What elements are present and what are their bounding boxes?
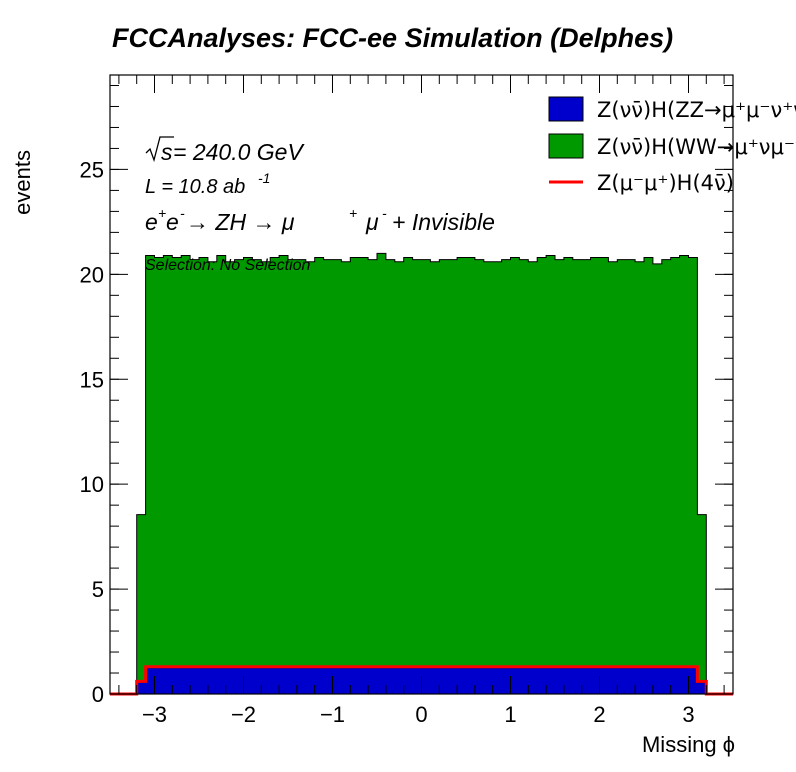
series-ww-area	[110, 252, 733, 695]
x-tick-label: 1	[504, 702, 516, 727]
legend-swatch-zz	[548, 96, 584, 122]
x-tick-label: 2	[593, 702, 605, 727]
x-axis-label: Missing ϕ	[642, 732, 735, 757]
process-plus2: +	[349, 205, 357, 221]
sqrt-symbol	[145, 136, 174, 163]
sqrt-s-annotation: s = 240.0 GeV	[145, 136, 305, 165]
luminosity-annotation: L = 10.8 ab -1	[145, 170, 270, 198]
selection-label: Selection: No Selection	[145, 257, 311, 274]
axis-tick-labels: −3 −2 −1 0 1 2 3 0 5 10 15 20 25	[80, 157, 695, 727]
y-tick-label: 25	[80, 157, 104, 182]
process-minus2: -	[382, 205, 387, 221]
x-tick-label: −1	[320, 702, 345, 727]
y-tick-label: 15	[80, 367, 104, 392]
histogram-layers	[110, 252, 733, 696]
energy-text: = 240.0 GeV	[173, 139, 305, 165]
x-tick-label: 0	[415, 702, 427, 727]
legend: Z(νν̄)H(ZZ→μ⁺μ⁻ν⁺ν⁻) Z(νν̄)H(WW→μ⁺νμ⁻ν̄)…	[548, 96, 796, 195]
legend-label-4nu: Z(μ⁻μ⁺)H(4ν̄)	[597, 171, 734, 195]
y-tick-label: 5	[92, 577, 104, 602]
legend-label-zz: Z(νν̄)H(ZZ→μ⁺μ⁻ν⁺ν⁻)	[597, 98, 796, 122]
y-tick-label: 10	[80, 472, 104, 497]
legend-swatch-ww	[548, 133, 584, 159]
process-annotation: e + e - → ZH → μ + μ - + Invisible	[145, 205, 495, 235]
y-tick-label: 20	[80, 262, 104, 287]
process-e1: e	[145, 209, 158, 235]
lumi-exponent: -1	[258, 170, 270, 186]
x-tick-label: −2	[231, 702, 256, 727]
process-e2: e	[166, 209, 179, 235]
process-mu2: μ	[365, 209, 379, 235]
y-tick-label: 0	[92, 682, 104, 707]
x-tick-label: −3	[142, 702, 167, 727]
x-tick-label: 3	[682, 702, 694, 727]
process-minus1: -	[180, 205, 185, 221]
sqrt-s-text: s	[161, 139, 173, 165]
chart-title: FCCAnalyses: FCC-ee Simulation (Delphes)	[112, 23, 673, 53]
axis-ticks	[110, 75, 733, 695]
process-arrow-zh: → ZH → μ	[186, 209, 295, 235]
y-axis-label: events	[10, 150, 35, 215]
legend-label-ww: Z(νν̄)H(WW→μ⁺νμ⁻ν̄)	[597, 135, 796, 159]
lumi-text: L = 10.8 ab	[145, 176, 245, 198]
process-invisible: + Invisible	[392, 209, 495, 235]
series-4nu-line	[110, 665, 733, 696]
process-plus1: +	[158, 205, 166, 221]
